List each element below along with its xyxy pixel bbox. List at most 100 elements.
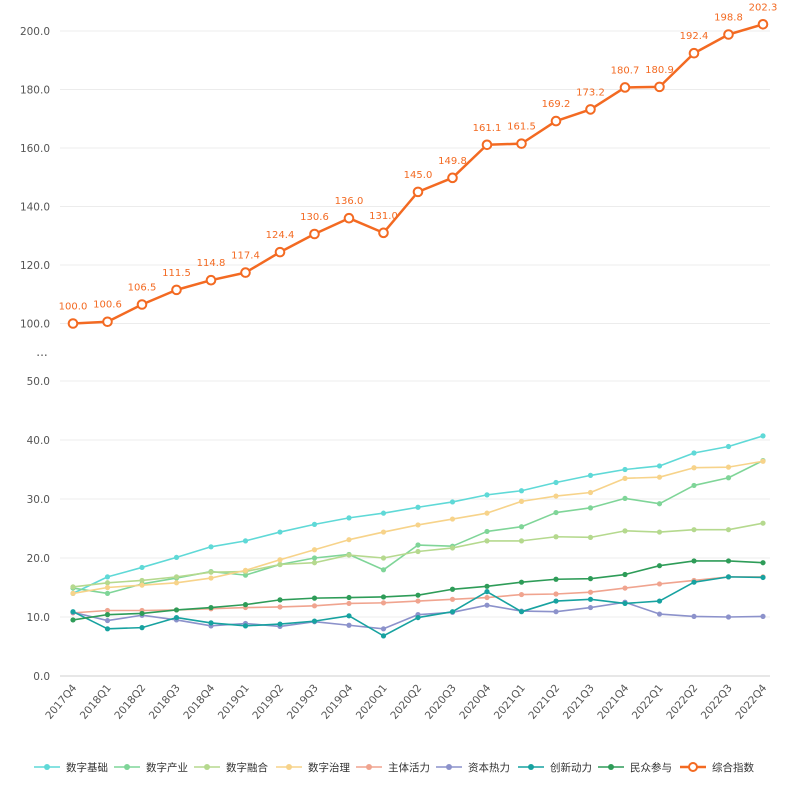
data-point — [484, 538, 490, 544]
data-point — [311, 547, 318, 553]
data-point — [622, 600, 628, 607]
legend-item: 数字基础 — [34, 761, 108, 774]
data-point — [277, 529, 283, 535]
data-point — [619, 82, 631, 93]
legend-item: 数字产业 — [114, 761, 188, 774]
x-tick-label: 2019Q1 — [216, 682, 252, 722]
series-8 — [67, 18, 769, 329]
data-point — [242, 602, 249, 608]
data-point — [691, 450, 697, 456]
data-point — [553, 598, 559, 604]
y-tick-label: 100.0 — [20, 319, 50, 331]
label-layer: 100.0 100.6 106.5 111.5 114.8 117.4 124.4 130.6… — [59, 2, 778, 312]
data-point — [656, 529, 663, 535]
series-line — [72, 435, 764, 595]
data-point — [518, 538, 525, 544]
data-point — [205, 274, 217, 286]
data-point — [277, 604, 283, 610]
data-point — [553, 576, 559, 582]
data-point — [139, 564, 145, 571]
y-tick-label: 140.0 — [20, 202, 50, 214]
data-point — [691, 579, 697, 585]
data-point — [622, 571, 628, 578]
data-point — [656, 598, 663, 604]
data-point — [380, 633, 387, 639]
data-point — [208, 544, 214, 550]
data-point — [346, 613, 352, 619]
data-point — [553, 534, 559, 540]
legend-marker — [44, 764, 50, 770]
data-point — [449, 586, 456, 592]
data-point — [553, 591, 559, 597]
data-point — [481, 139, 493, 151]
data-point — [622, 466, 628, 473]
y-tick-label: 0.0 — [33, 671, 50, 683]
data-point — [242, 567, 249, 573]
legend-marker — [608, 764, 614, 770]
data-point — [585, 104, 596, 115]
legend-item: 资本热力 — [436, 761, 510, 774]
data-point — [104, 626, 111, 632]
data-point — [173, 614, 180, 621]
data-point — [656, 581, 663, 587]
data-point — [587, 604, 594, 611]
data-label: 130.6 — [300, 212, 329, 223]
legend-label: 主体活力 — [388, 761, 430, 774]
data-point — [553, 609, 559, 615]
data-point — [622, 475, 628, 481]
data-point — [173, 554, 180, 561]
legend-label: 数字产业 — [146, 761, 188, 774]
data-point — [139, 610, 145, 617]
data-point — [343, 212, 355, 224]
data-point — [346, 537, 352, 543]
x-tick-label: 2021Q1 — [492, 682, 528, 722]
legend-label: 创新动力 — [550, 761, 592, 774]
data-point — [415, 504, 421, 510]
legend-label: 资本热力 — [468, 761, 510, 774]
data-point — [171, 284, 182, 296]
data-point — [208, 575, 214, 581]
data-point — [725, 443, 732, 450]
data-point — [173, 607, 180, 613]
data-point — [70, 584, 76, 590]
data-point — [449, 499, 456, 505]
data-point — [723, 29, 734, 40]
data-point — [104, 617, 111, 624]
data-point — [656, 501, 663, 507]
data-point — [725, 475, 732, 481]
data-point — [208, 569, 214, 575]
legend-item: 创新动力 — [518, 761, 592, 774]
data-point — [656, 611, 663, 617]
x-tick-label: 2020Q3 — [423, 682, 459, 722]
legend-item: 综合指数 — [680, 761, 754, 774]
legend-item: 主体活力 — [356, 761, 430, 774]
data-point — [622, 495, 628, 502]
data-point — [277, 557, 283, 563]
data-point — [240, 267, 251, 278]
x-tick-label: 2020Q1 — [354, 682, 390, 722]
data-point — [380, 555, 387, 561]
x-tick-label: 2022Q1 — [630, 682, 666, 722]
data-point — [311, 603, 318, 609]
data-point — [587, 489, 594, 496]
data-point — [380, 626, 387, 632]
data-point — [587, 576, 594, 582]
data-point — [415, 522, 421, 528]
data-point — [688, 47, 700, 59]
data-point — [277, 561, 283, 568]
data-label: 136.0 — [335, 196, 364, 207]
y-tick-label: 10.0 — [27, 612, 50, 624]
data-point — [518, 524, 525, 530]
data-point — [67, 318, 79, 329]
data-point — [518, 498, 525, 504]
y-tick-label: 40.0 — [27, 435, 50, 447]
data-point — [346, 600, 352, 607]
data-point — [757, 18, 769, 30]
x-tick-label: 2019Q2 — [250, 682, 286, 722]
data-point — [311, 555, 318, 561]
series-0 — [70, 433, 766, 597]
series-layer — [67, 18, 769, 639]
data-point — [518, 488, 525, 494]
data-point — [136, 299, 148, 310]
data-point — [346, 552, 352, 558]
